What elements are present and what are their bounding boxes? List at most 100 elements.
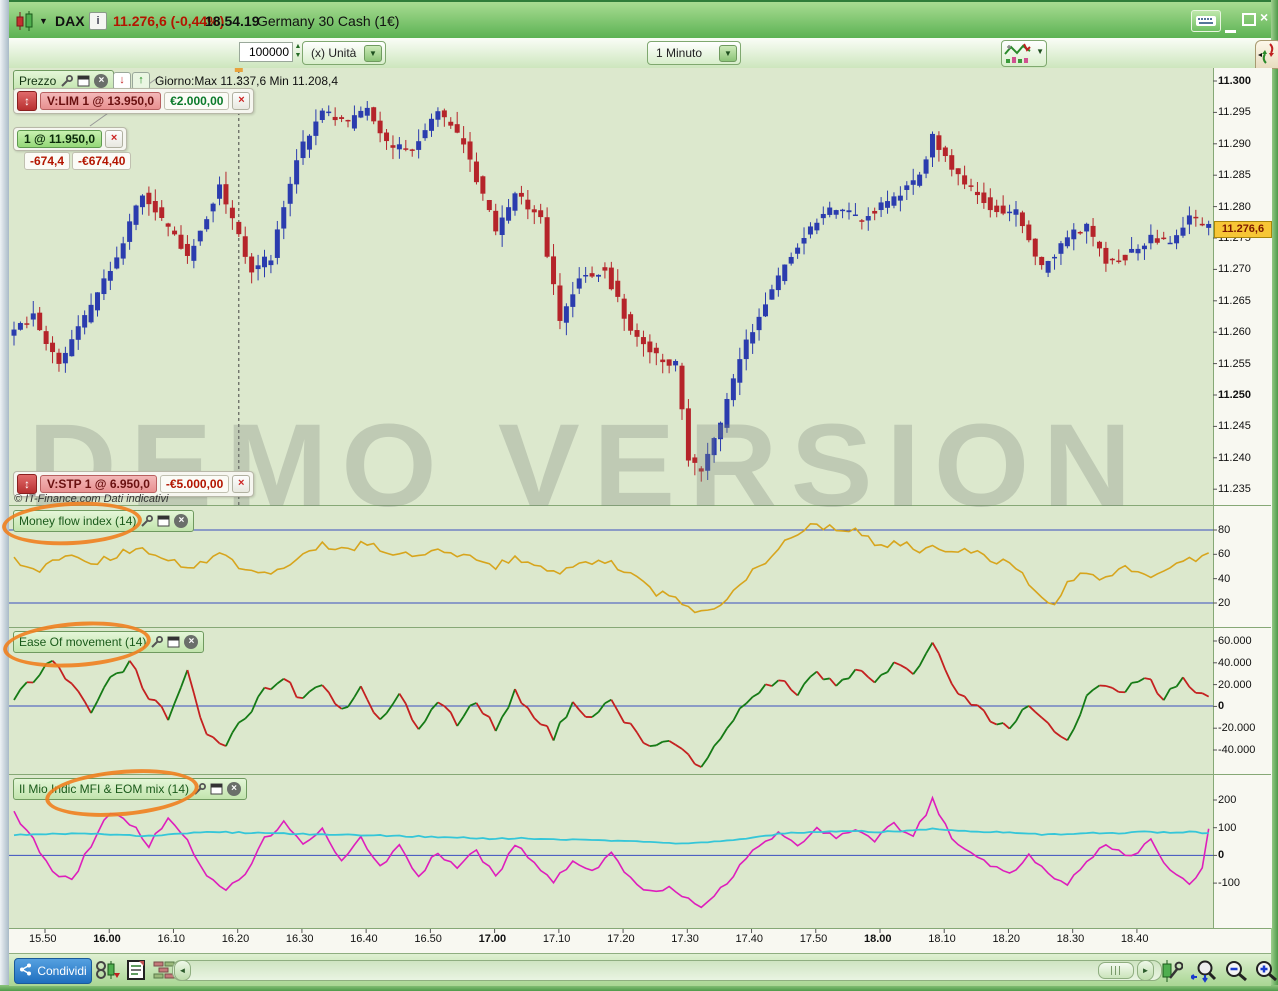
titlebar: ▼ DAX i 11.276,6 (-0,44%) 18.54.19 Germa… xyxy=(9,0,1271,41)
cancel-order-icon[interactable]: × xyxy=(232,92,251,110)
axis-label: 40.000 xyxy=(1218,656,1252,669)
drag-handle-icon[interactable]: ↕ xyxy=(17,91,37,111)
quantity-stepper[interactable]: ▲ ▼ xyxy=(292,42,304,62)
order-vlim[interactable]: ↕ V:LIM 1 @ 13.950,0 €2.000,00 × xyxy=(13,88,255,114)
order-vstp[interactable]: ↕ V:STP 1 @ 6.950,0 -€5.000,00 × xyxy=(13,471,255,497)
chevron-down-icon[interactable]: ▼ xyxy=(719,45,737,62)
zoom-box-icon[interactable] xyxy=(1189,959,1217,983)
last-price-tag: 11.276,6 xyxy=(1214,220,1272,238)
axis-label: 80 xyxy=(1218,524,1231,536)
stepper-up-icon[interactable]: ▲ xyxy=(294,43,302,50)
close-position-icon[interactable]: × xyxy=(105,130,124,148)
copyright-label: © IT-Finance.com Dati indicativi xyxy=(14,493,169,505)
maximize-button[interactable] xyxy=(1242,13,1256,29)
scrollbar-thumb[interactable] xyxy=(1098,962,1134,979)
axis-label: 11.285 xyxy=(1218,169,1251,182)
price-panel-label: Prezzo xyxy=(19,74,57,88)
window-icon[interactable] xyxy=(167,636,180,649)
share-button[interactable]: Condividi xyxy=(14,958,92,984)
wrench-icon[interactable] xyxy=(150,635,164,649)
wrench-icon[interactable] xyxy=(140,514,154,528)
axis-label: 16.50 xyxy=(414,933,442,945)
link-candle-icon[interactable] xyxy=(95,959,120,981)
refresh-icon xyxy=(1256,43,1278,71)
scroll-left-icon[interactable]: ◄ xyxy=(174,960,191,981)
axis-label: 16.30 xyxy=(285,933,314,945)
unit-dropdown[interactable]: (x) Unità ▼ xyxy=(302,41,386,65)
keyboard-button[interactable] xyxy=(1191,10,1221,32)
zoom-out-icon[interactable] xyxy=(1223,959,1247,982)
close-icon[interactable]: × xyxy=(94,74,109,88)
axis-label: 11.280 xyxy=(1218,200,1251,213)
axis-label: 0 xyxy=(1218,849,1225,862)
order-vstp-label[interactable]: V:STP 1 @ 6.950,0 xyxy=(40,475,157,493)
window-icon[interactable] xyxy=(77,75,90,88)
chevron-down-icon[interactable]: ▼ xyxy=(364,45,382,62)
timeframe-dropdown-value: 1 Minuto xyxy=(656,46,703,60)
axis-label: 60.000 xyxy=(1218,635,1252,647)
scroll-right-icon[interactable]: ► xyxy=(1137,960,1154,981)
drag-handle-icon[interactable]: ↕ xyxy=(17,474,37,494)
axis-label: 11.260 xyxy=(1218,326,1251,339)
axis-label: 100 xyxy=(1218,821,1237,834)
chart-style-button[interactable]: ▼ xyxy=(1001,40,1047,67)
axis-label: 15.50 xyxy=(29,933,57,945)
timeframe-dropdown[interactable]: 1 Minuto ▼ xyxy=(647,41,741,65)
axis-label: 60 xyxy=(1218,548,1231,561)
axis-label: 11.270 xyxy=(1218,263,1251,276)
minimize-button[interactable] xyxy=(1225,20,1236,36)
toolbar: ▲ ▼ (x) Unità ▼ 1 Minuto ▼ ▼ xyxy=(9,38,1278,69)
share-button-label: Condividi xyxy=(37,964,87,978)
zoom-in-icon[interactable] xyxy=(1253,959,1277,982)
panel-separator xyxy=(9,627,1271,628)
axis-label: 11.290 xyxy=(1218,137,1251,150)
info-icon[interactable]: i xyxy=(89,12,107,30)
axis-label: 11.300 xyxy=(1218,75,1252,87)
axis-label: 11.295 xyxy=(1218,106,1251,119)
horizontal-scrollbar[interactable] xyxy=(172,960,1162,981)
axis-label: 16.10 xyxy=(157,933,185,945)
wrench-icon[interactable] xyxy=(193,782,207,796)
axis-label: 18.00 xyxy=(863,933,892,945)
chart-settings-icon[interactable] xyxy=(1159,959,1184,982)
close-button[interactable]: × xyxy=(1260,9,1269,25)
window-icon[interactable] xyxy=(210,783,223,796)
cancel-order-icon[interactable]: × xyxy=(232,475,251,493)
stepper-down-icon[interactable]: ▼ xyxy=(294,52,302,59)
eom-panel-label: Ease Of movement (14) xyxy=(19,635,147,649)
axis-label: 11.255 xyxy=(1218,357,1251,370)
quantity-input[interactable] xyxy=(239,42,293,62)
bottom-toolbar: Condividi ◄ ► xyxy=(9,953,1277,986)
order-vlim-label[interactable]: V:LIM 1 @ 13.950,0 xyxy=(40,92,162,110)
axis-label: 17.20 xyxy=(607,933,635,945)
axis-label: 17.40 xyxy=(735,933,764,945)
order-vlim-amount: €2.000,00 xyxy=(164,92,230,110)
axis-label: 16.20 xyxy=(221,933,250,945)
refresh-tab-button[interactable] xyxy=(1255,40,1278,69)
open-position-label[interactable]: 1 @ 11.950,0 xyxy=(17,130,103,148)
axis-label: 17.30 xyxy=(671,933,699,945)
symbol-dropdown-caret[interactable]: ▼ xyxy=(39,16,48,26)
wrench-icon[interactable] xyxy=(60,74,74,88)
close-icon[interactable]: × xyxy=(174,514,189,528)
pl-amount: -€674,40 xyxy=(72,152,132,170)
chevron-down-icon[interactable]: ▼ xyxy=(1036,47,1044,56)
axis-label: 0 xyxy=(1218,700,1225,713)
axis-label: -20.000 xyxy=(1218,722,1256,735)
quote-text: 11.276,6 (-0,44%) xyxy=(113,13,225,29)
axis-label: 20 xyxy=(1218,596,1231,609)
order-vstp-amount: -€5.000,00 xyxy=(159,475,230,493)
axis-label: 18.30 xyxy=(1056,933,1085,945)
axis-label: 17.00 xyxy=(478,933,507,945)
eom-panel-header: Ease Of movement (14) × xyxy=(13,631,205,653)
open-position[interactable]: 1 @ 11.950,0 × xyxy=(13,127,128,151)
price-axis-strip[interactable] xyxy=(1213,68,1272,928)
axis-label: 17.50 xyxy=(799,933,828,945)
window-icon[interactable] xyxy=(157,515,170,528)
close-icon[interactable]: × xyxy=(184,635,199,649)
close-icon[interactable]: × xyxy=(227,782,242,796)
axis-label: 20.000 xyxy=(1218,678,1252,691)
position-pl-row: -674,4 -€674,40 xyxy=(24,152,132,170)
axis-label: 11.245 xyxy=(1218,420,1251,433)
news-icon[interactable] xyxy=(126,959,148,981)
